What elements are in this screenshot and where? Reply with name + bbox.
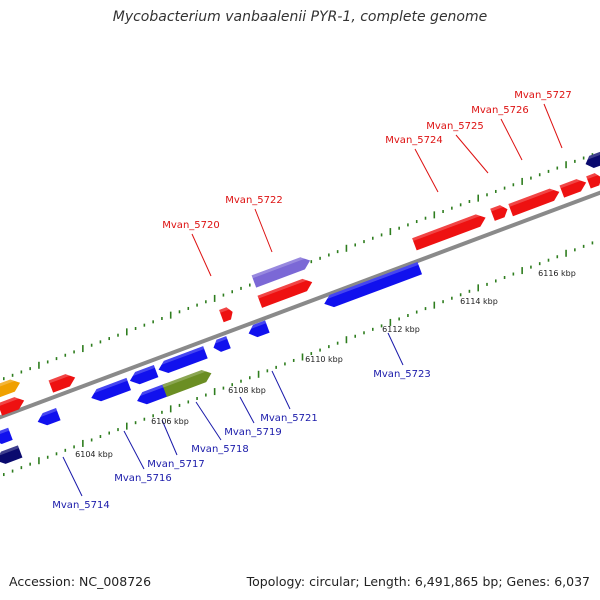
gene-feature xyxy=(162,369,212,397)
outer-tick-ring xyxy=(2,153,594,381)
genome-backbone xyxy=(0,190,600,420)
gene-feature xyxy=(36,408,61,426)
gene-label: Mvan_5720 xyxy=(162,220,219,231)
gene-label: Mvan_5726 xyxy=(471,105,528,116)
callout-line xyxy=(271,370,291,410)
scale-label: 6112 kbp xyxy=(382,325,420,334)
gene-feature xyxy=(0,379,21,400)
gene-label: Mvan_5719 xyxy=(224,427,281,438)
gene-feature xyxy=(257,278,313,308)
scale-label: 6116 kbp xyxy=(538,269,576,278)
scale-label: 6114 kbp xyxy=(460,297,498,306)
gene-label: Mvan_5716 xyxy=(114,473,171,484)
gene-label: Mvan_5721 xyxy=(260,413,317,424)
gene-label: Mvan_5723 xyxy=(373,369,430,380)
gene-feature xyxy=(559,179,587,198)
accession-text: Accession: NC_008726 xyxy=(9,574,152,589)
gene-feature xyxy=(157,346,208,374)
gene-label: Mvan_5724 xyxy=(385,135,442,146)
gene-feature xyxy=(212,336,231,352)
gene-features xyxy=(0,151,600,464)
callout-line xyxy=(123,430,145,470)
callout-line xyxy=(161,419,178,456)
gene-feature xyxy=(128,365,159,385)
gene-callouts: Mvan_5720 Mvan_5722 Mvan_5724 Mvan_5725 Mvan… xyxy=(52,90,571,511)
gene-feature xyxy=(48,374,76,393)
callout-line xyxy=(254,208,273,253)
gene-label: Mvan_5725 xyxy=(426,121,483,132)
gene-feature xyxy=(586,173,600,189)
gene-feature xyxy=(0,445,23,464)
gene-feature xyxy=(0,397,25,416)
gene-label: Mvan_5714 xyxy=(52,500,109,511)
callout-line xyxy=(455,134,489,174)
scale-label: 6104 kbp xyxy=(75,450,113,459)
scale-label: 6106 kbp xyxy=(151,417,189,426)
inner-tick-ring xyxy=(2,241,594,477)
gene-feature xyxy=(247,320,270,338)
gene-feature xyxy=(323,262,423,308)
gene-feature xyxy=(219,307,233,323)
callout-line xyxy=(500,118,523,161)
scale-labels: 6104 kbp 6106 kbp 6108 kbp 6110 kbp 6112 kbp… xyxy=(75,269,576,459)
gene-label: Mvan_5727 xyxy=(514,90,571,101)
callout-line xyxy=(387,332,404,366)
scale-label: 6108 kbp xyxy=(228,386,266,395)
genome-summary-text: Topology: circular; Length: 6,491,865 bp… xyxy=(246,574,590,589)
gene-feature xyxy=(490,205,508,221)
map-title: Mycobacterium vanbaalenii PYR-1, complet… xyxy=(112,9,488,25)
gene-feature xyxy=(251,257,311,288)
callout-line xyxy=(62,456,83,497)
scale-label: 6110 kbp xyxy=(305,355,343,364)
gene-feature xyxy=(0,427,13,445)
gene-feature xyxy=(90,377,132,402)
callout-line xyxy=(239,396,255,424)
gene-feature xyxy=(412,214,486,251)
gene-feature xyxy=(508,188,560,217)
callout-line xyxy=(195,401,222,441)
gene-feature xyxy=(135,382,172,405)
gene-label: Mvan_5722 xyxy=(225,195,282,206)
callout-line xyxy=(543,103,563,149)
callout-line xyxy=(191,233,212,277)
gene-label: Mvan_5718 xyxy=(191,444,248,455)
gene-label: Mvan_5717 xyxy=(147,459,204,470)
callout-line xyxy=(414,148,439,193)
